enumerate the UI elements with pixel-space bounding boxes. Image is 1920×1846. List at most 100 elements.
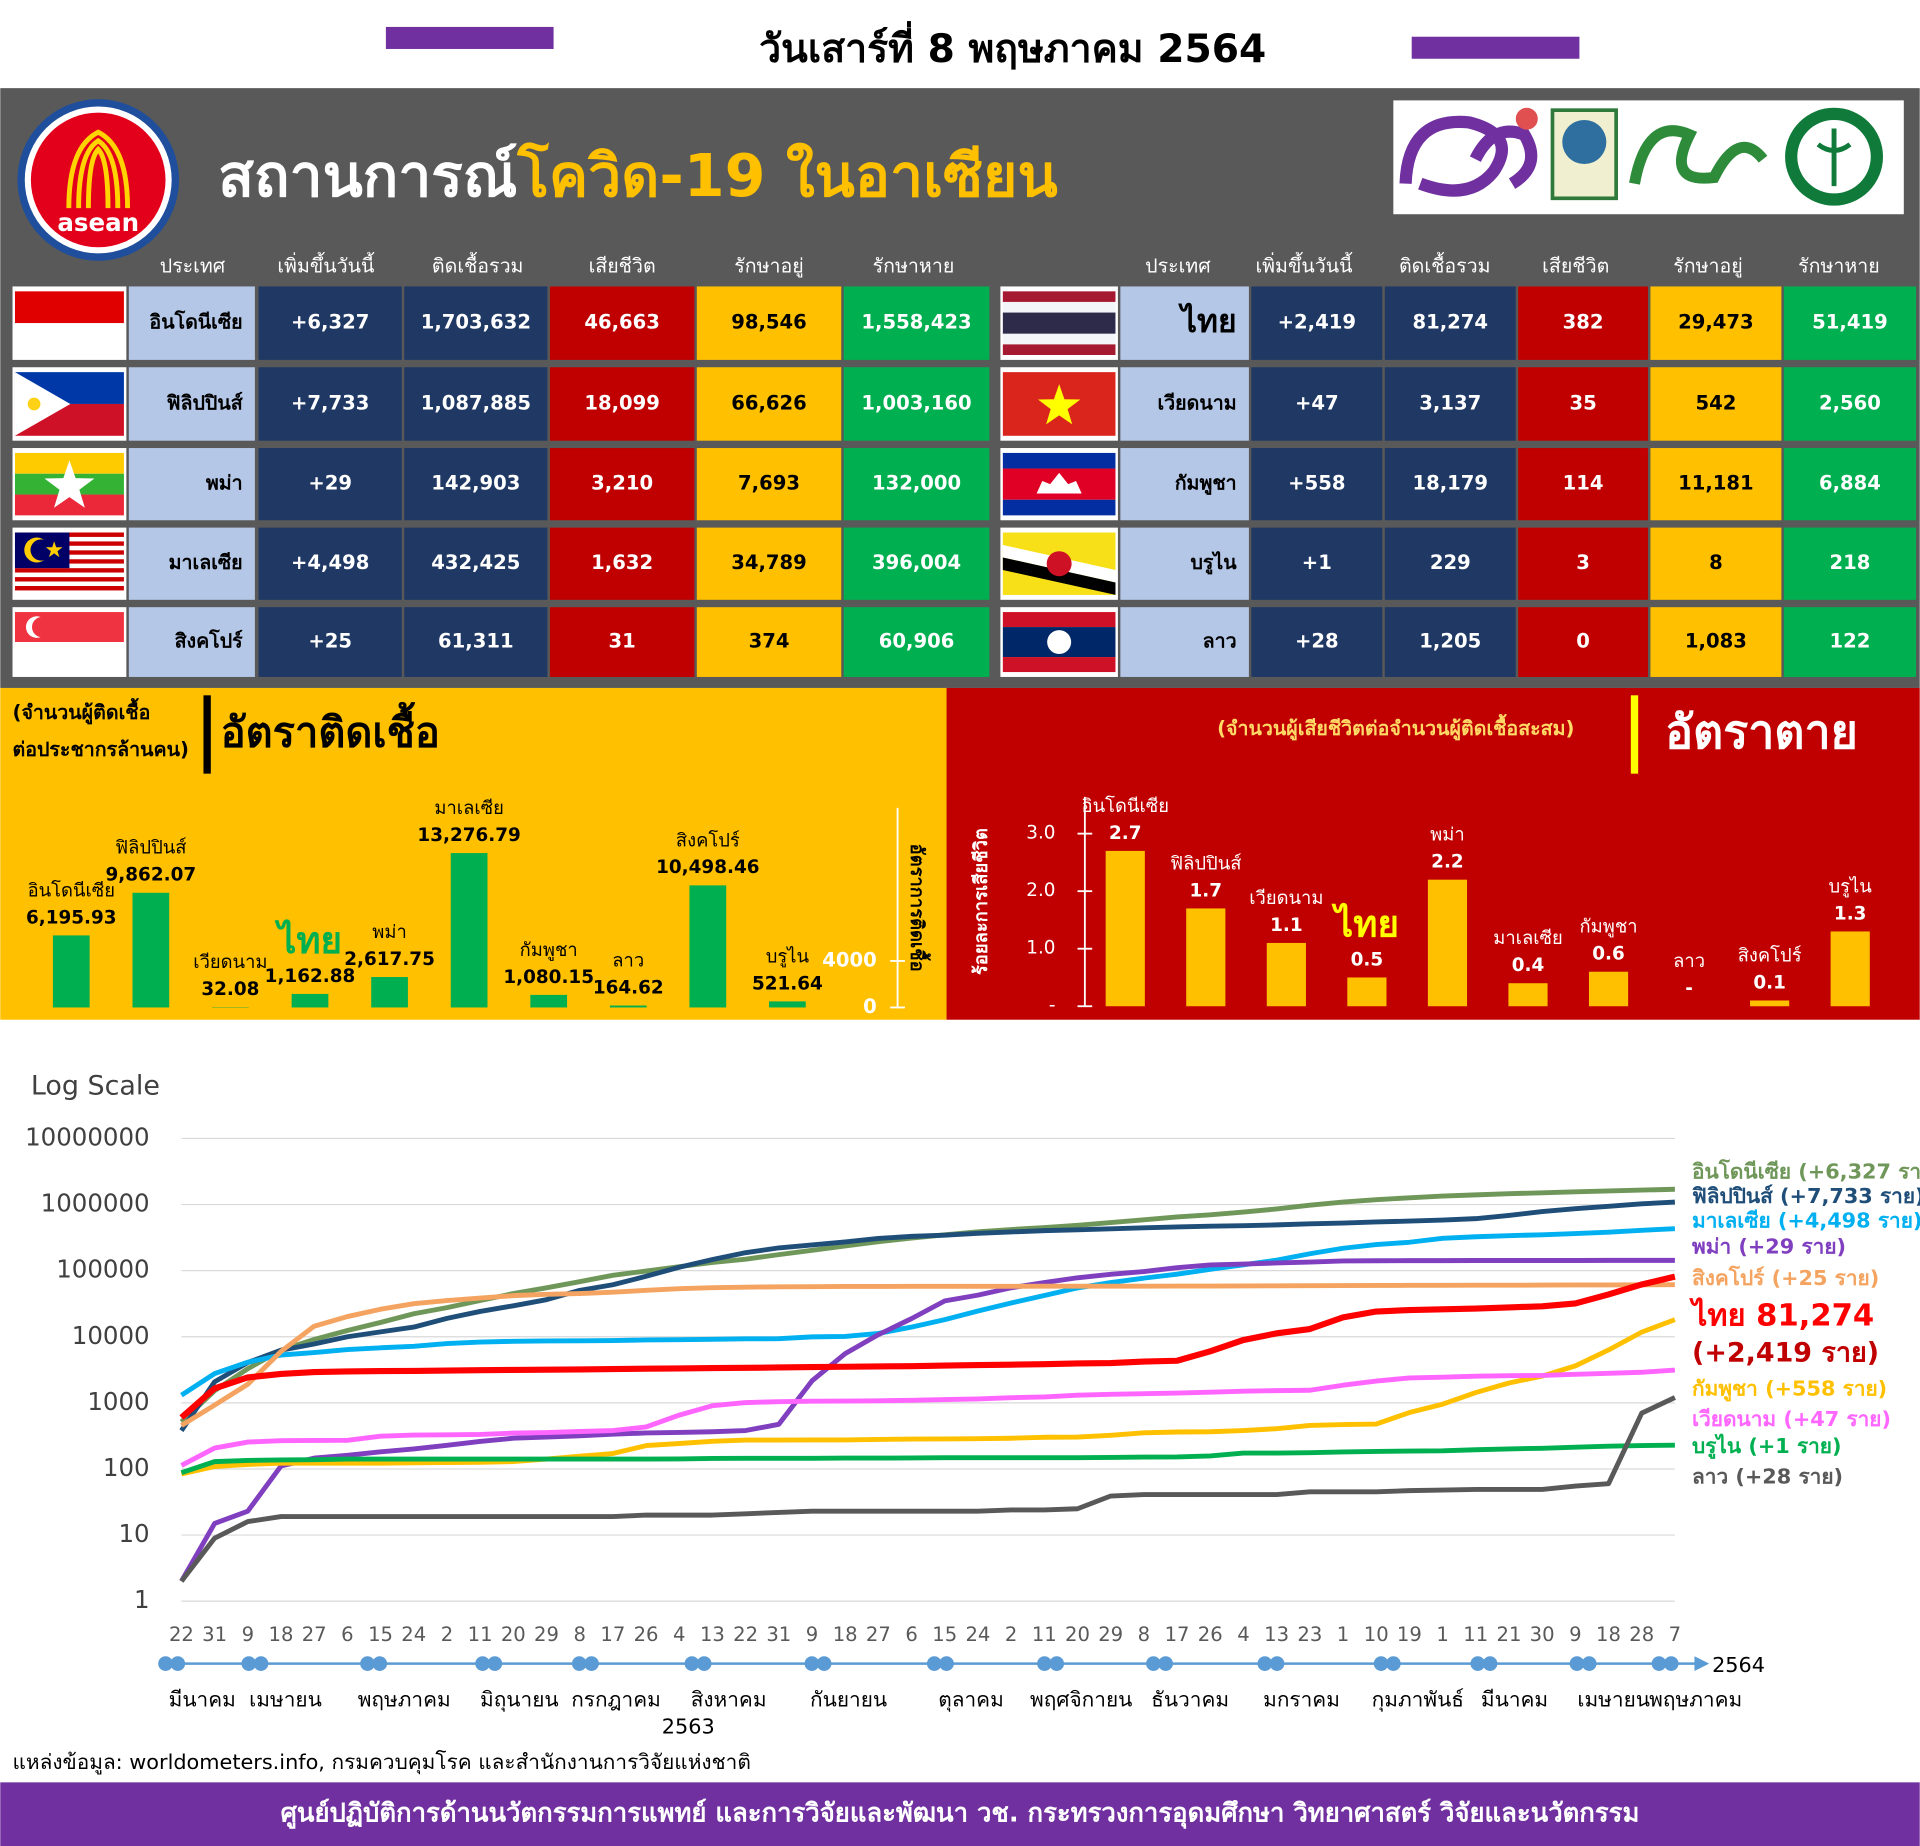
divider xyxy=(1630,695,1639,774)
table-cell-text: 2,560 xyxy=(1819,391,1881,414)
table-cell xyxy=(1120,448,1249,521)
flag-part xyxy=(14,323,124,355)
table-cell xyxy=(1650,367,1782,441)
x-tick-label: 15 xyxy=(368,1623,393,1646)
value-label: 9,862.07 xyxy=(106,865,197,886)
x-tick-label: 18 xyxy=(1596,1623,1621,1646)
month-label: เมษายน xyxy=(249,1687,322,1711)
legend-label: ลาว (+28 ราย) xyxy=(1692,1465,1843,1489)
category-label: เวียดนาม xyxy=(1249,888,1323,909)
category-label: ลาว xyxy=(612,950,644,971)
table-cell xyxy=(1518,448,1648,521)
table-cell-text: 31 xyxy=(609,630,636,653)
flag-part xyxy=(14,642,124,673)
table-cell xyxy=(1518,607,1648,677)
table-cell xyxy=(404,527,548,600)
timeline-dot xyxy=(1651,1656,1667,1671)
timeline-dot xyxy=(1049,1656,1065,1671)
flag-part xyxy=(14,577,124,582)
category-label: ฟิลิปปินส์ xyxy=(115,837,186,859)
timeline-dot xyxy=(1146,1656,1161,1671)
timeline-dot xyxy=(684,1656,700,1671)
timeline-dot xyxy=(1569,1656,1585,1671)
table-cell-text: 1,003,160 xyxy=(861,391,971,414)
month-label: เมษายน xyxy=(1577,1687,1650,1711)
timeline-dot xyxy=(241,1656,257,1671)
legend-label: สิงคโปร์ (+25 ราย) xyxy=(1692,1265,1879,1290)
table-cell xyxy=(549,286,695,360)
flag-part xyxy=(30,539,52,561)
timeline-dot xyxy=(1581,1656,1597,1671)
timeline-dot xyxy=(170,1656,186,1671)
category-label: กัมพูชา xyxy=(1580,917,1638,938)
category-label: กัมพูชา xyxy=(520,940,578,961)
table-cell-text: +6,327 xyxy=(291,311,369,334)
x-tick-label: 22 xyxy=(169,1623,194,1646)
timeline-dot xyxy=(1470,1656,1486,1671)
table-cell-text: สิงคโปร์ xyxy=(175,629,244,653)
timeline-dot xyxy=(926,1656,942,1671)
chart-title: อัตราติดเชื้อ xyxy=(221,702,440,757)
series-line xyxy=(179,1395,1676,1583)
table-cell-text: 0 xyxy=(1576,630,1590,653)
category-label: บรูไน xyxy=(1829,875,1873,897)
y-tick-label: 10000000 xyxy=(25,1122,150,1151)
table-cell-text: 66,626 xyxy=(731,391,807,414)
table-cell-text: 432,425 xyxy=(431,551,520,574)
table-cell xyxy=(843,448,990,521)
logo-mark xyxy=(1629,125,1768,185)
bar xyxy=(609,1005,647,1008)
y-axis-label: อัตราการติดเชื้อ xyxy=(906,844,931,972)
bar xyxy=(769,1001,806,1008)
table-cell xyxy=(1251,286,1383,360)
chart-subtitle: ต่อประชากรล้านคน) xyxy=(13,738,189,761)
table-cell-text: อินโดนีเซีย xyxy=(149,310,242,334)
month-label: สิงหาคม xyxy=(691,1687,767,1711)
table-cell-text: ลาว xyxy=(1203,630,1237,653)
value-label: 1.3 xyxy=(1834,903,1867,924)
table-cell xyxy=(1120,367,1249,441)
table-cell xyxy=(258,286,402,360)
value-label: 10,498.46 xyxy=(656,857,759,878)
table-cell-text: 3,137 xyxy=(1419,391,1481,414)
category-label: สิงคโปร์ xyxy=(676,829,740,851)
chart-subtitle: (จำนวนผู้เสียชีวิตต่อจำนวนผู้ติดเชื้อสะส… xyxy=(1217,713,1574,742)
bar xyxy=(291,993,329,1008)
flag-star xyxy=(44,460,95,508)
x-tick-label: 13 xyxy=(1264,1623,1289,1646)
x-tick-label: 9 xyxy=(1569,1623,1581,1646)
series-line xyxy=(179,1273,1676,1420)
x-tick-label: 28 xyxy=(1629,1623,1654,1646)
legend-label: เวียดนาม (+47 ราย) xyxy=(1692,1407,1891,1431)
bar xyxy=(1347,977,1387,1007)
table-cell xyxy=(549,367,695,441)
value-label: 1.7 xyxy=(1190,880,1223,901)
flag-part xyxy=(14,545,124,551)
bar xyxy=(1750,1000,1790,1007)
table-cell-text: 18,099 xyxy=(584,391,660,414)
table-cell-text: 81,274 xyxy=(1412,311,1488,334)
month-label: ตุลาคม xyxy=(938,1687,1004,1712)
table-cell xyxy=(1518,286,1648,360)
flag-part xyxy=(14,541,124,546)
column-header: ประเทศ xyxy=(160,254,226,277)
footer-banner xyxy=(0,1782,1920,1846)
heading-part: โควิด-19 ในอาเซียน xyxy=(516,141,1057,210)
legend-note: (+2,419 ราย) xyxy=(1692,1337,1879,1368)
month-label: พฤษภาคม xyxy=(358,1687,451,1711)
value-label: 2.2 xyxy=(1431,852,1464,873)
bar xyxy=(52,935,90,1008)
table-cell xyxy=(258,367,402,441)
timeline-dot xyxy=(372,1656,388,1671)
value-label: 13,276.79 xyxy=(417,825,520,846)
heading-part: สถานการณ์ xyxy=(218,141,517,210)
legend-label: กัมพูชา (+558 ราย) xyxy=(1692,1376,1887,1402)
table-cell xyxy=(128,448,255,521)
table-cell-text: 114 xyxy=(1563,472,1604,495)
timeline-dot xyxy=(1257,1656,1273,1671)
x-tick-label: 20 xyxy=(501,1623,526,1646)
flag-part xyxy=(14,572,124,578)
timeline-dot xyxy=(1158,1656,1173,1671)
flag-star xyxy=(45,541,63,558)
